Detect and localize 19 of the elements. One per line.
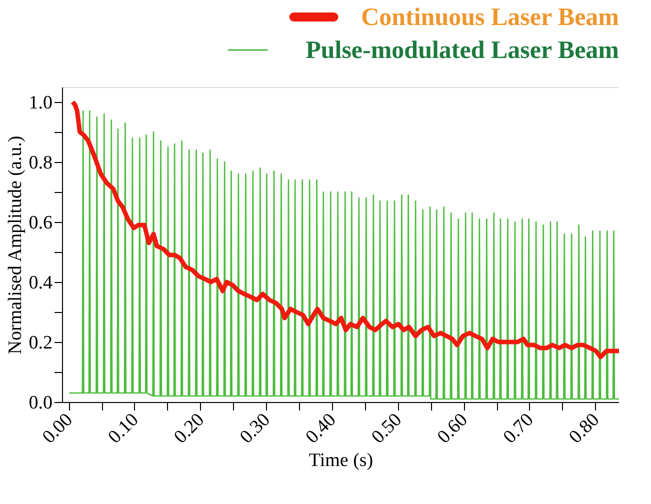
y-tick-label: 1.0 xyxy=(28,92,52,114)
x-tick-label: 0.60 xyxy=(434,409,472,448)
x-tick-label: 0.30 xyxy=(236,409,274,448)
x-tick-label: 0.70 xyxy=(499,409,538,448)
x-tick-label: 0.80 xyxy=(565,409,604,448)
legend-label: Pulse-modulated Laser Beam xyxy=(306,37,620,64)
y-tick-label: 0.8 xyxy=(28,152,52,174)
x-tick-label: 0.20 xyxy=(170,409,209,448)
line-series xyxy=(70,100,619,360)
x-tick-label: 0.50 xyxy=(368,409,406,448)
line-series xyxy=(68,110,619,400)
y-axis-title: Normalised Amplitude (a.u.) xyxy=(4,136,26,354)
y-tick-label: 0.4 xyxy=(28,272,53,294)
y-tick-label: 0.6 xyxy=(28,212,52,234)
legend-label: Continuous Laser Beam xyxy=(361,4,620,31)
x-tick-label: 0.10 xyxy=(104,409,143,448)
y-tick-label: 0.2 xyxy=(28,332,52,354)
x-tick-label: 0.40 xyxy=(302,409,340,448)
x-axis-title: Time (s) xyxy=(308,450,374,472)
